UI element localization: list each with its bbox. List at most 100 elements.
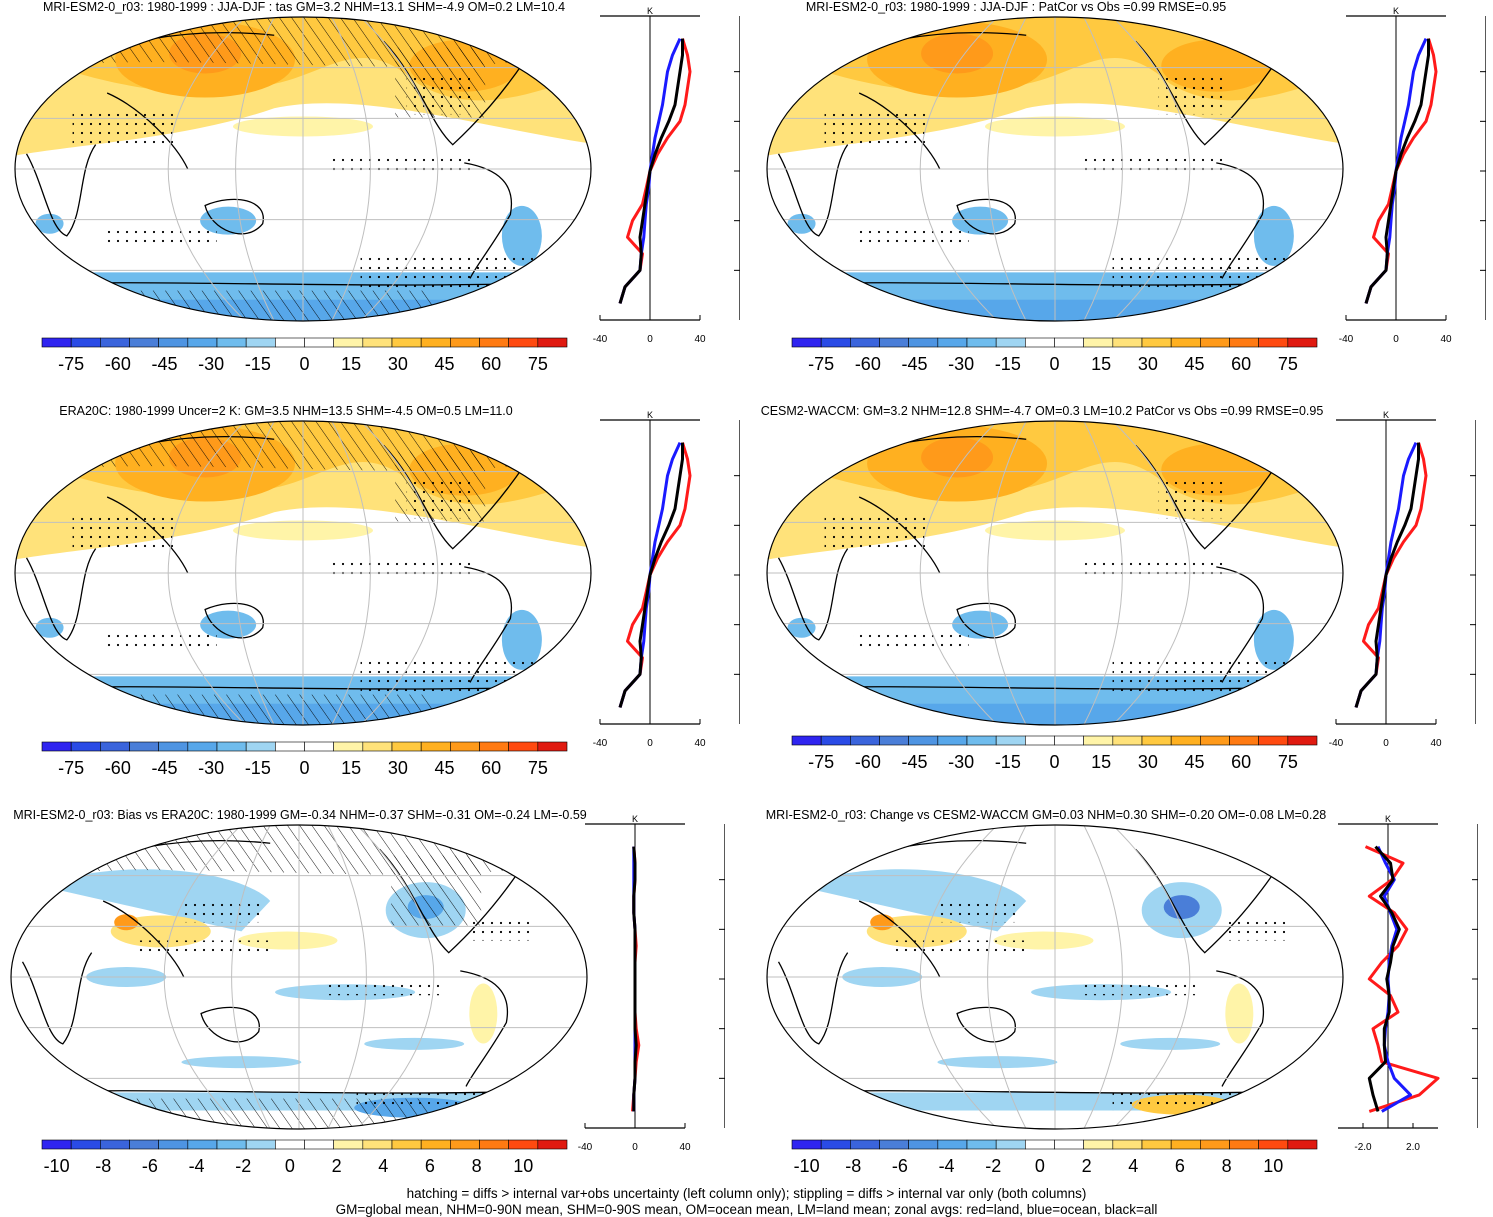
colorbar-swatch <box>508 337 539 348</box>
coastline <box>460 970 509 1087</box>
colorbar: -75 -60 -45 -30 -15 0 15 30 45 60 75 <box>41 337 568 374</box>
map-border <box>14 420 592 726</box>
colorbar-swatch <box>275 741 305 752</box>
colorbar-swatch <box>216 1139 247 1150</box>
hatching <box>395 47 486 118</box>
longitude-gridline <box>167 421 246 725</box>
map-border <box>766 420 1344 726</box>
x-tick-label: 40 <box>1430 738 1442 749</box>
colorbar-label: 6 <box>1175 1156 1185 1176</box>
cool-region <box>787 617 816 638</box>
footer-note-2: GM=global mean, NHM=0-90N mean, SHM=0-90… <box>335 1202 1158 1217</box>
colorbar-swatch <box>333 741 364 752</box>
colorbar-label: -75 <box>58 758 84 778</box>
colorbar-swatch <box>333 1139 364 1150</box>
colorbar-swatch <box>937 1139 968 1150</box>
colorbar-swatch <box>216 741 247 752</box>
coastline <box>21 952 93 1045</box>
colorbar-label: 60 <box>1231 354 1251 374</box>
stippling <box>183 897 265 923</box>
colorbar-swatch <box>1287 337 1318 348</box>
zonal-line-all <box>618 442 684 708</box>
warm-region <box>1225 983 1254 1044</box>
map-border <box>766 16 1344 322</box>
colorbar-label: 0 <box>299 354 309 374</box>
colorbar-swatch <box>537 1139 568 1150</box>
cool-region <box>1253 609 1294 670</box>
longitude-gridline <box>1112 421 1191 725</box>
longitude-gridline <box>919 421 998 725</box>
colorbar-swatch <box>1141 337 1172 348</box>
stippling <box>72 108 177 145</box>
colorbar-swatch <box>966 1139 997 1150</box>
colorbar-label: 0 <box>299 758 309 778</box>
colorbar-swatch <box>1229 1139 1259 1150</box>
colorbar-label: -30 <box>198 758 224 778</box>
colorbar-swatch <box>245 1139 276 1150</box>
coastline <box>777 144 849 237</box>
colorbar-swatch <box>450 741 480 752</box>
colorbar-swatch <box>1229 337 1259 348</box>
colorbar-swatch <box>420 1139 451 1150</box>
colorbar-swatch <box>908 337 939 348</box>
warm-region <box>469 983 498 1044</box>
colorbar-swatch <box>966 337 997 348</box>
hot-region <box>114 914 139 931</box>
colorbar-swatch <box>245 741 276 752</box>
longitude-gridline <box>231 825 271 1129</box>
longitude-gridline <box>1112 17 1191 321</box>
cool-region <box>200 610 257 639</box>
map-border <box>766 824 1344 1130</box>
coastline <box>25 144 97 237</box>
cool-region <box>1253 205 1294 266</box>
colorbar-swatch <box>1200 337 1230 348</box>
coastline <box>1135 40 1286 146</box>
cool-region <box>1120 1037 1221 1050</box>
x-tick-label: -40 <box>593 738 608 749</box>
cool-region <box>952 206 1009 235</box>
colorbar-swatch <box>1054 1139 1084 1150</box>
panel-4: CESM2-WACCM: GM=3.2 NHM=12.8 SHM=-4.7 OM… <box>746 404 1492 809</box>
zonal-line-all <box>632 846 638 1112</box>
colorbar: -10 -8 -6 -4 -2 0 2 4 6 8 10 <box>41 1139 568 1176</box>
colorbar-label: -60 <box>855 354 881 374</box>
panel-title: MRI-ESM2-0_r03: 1980-1999 : JJA-DJF : Pa… <box>805 0 1227 14</box>
colorbar-swatch <box>1083 1139 1114 1150</box>
stippling <box>137 940 271 953</box>
colorbar-swatch <box>187 1139 218 1150</box>
map-border <box>10 824 588 1130</box>
stippling <box>824 512 929 549</box>
colorbar-label: 60 <box>1231 752 1251 772</box>
panel-title: MRI-ESM2-0_r03: Bias vs ERA20C: 1980-199… <box>13 808 587 822</box>
cool-region <box>501 609 542 670</box>
colorbar-swatch <box>100 1139 130 1150</box>
colorbar-swatch <box>879 735 909 746</box>
coastline <box>200 1006 260 1043</box>
longitude-gridline <box>1112 825 1191 1129</box>
colorbar: -10 -8 -6 -4 -2 0 2 4 6 8 10 <box>791 1139 1318 1176</box>
colorbar-label: 4 <box>378 1156 388 1176</box>
hatching <box>395 451 486 522</box>
colorbar-swatch <box>158 1139 189 1150</box>
x-tick-label: 0 <box>647 334 653 345</box>
colorbar-swatch <box>995 735 1026 746</box>
colorbar-swatch <box>391 337 422 348</box>
cool-region <box>1163 895 1200 920</box>
zonal-line-all <box>1364 38 1430 304</box>
colorbar-label: 15 <box>1091 354 1111 374</box>
panel-title: MRI-ESM2-0_r03: Change vs CESM2-WACCM GM… <box>765 808 1327 822</box>
panel-2: MRI-ESM2-0_r03: 1980-1999 : JJA-DJF : Pa… <box>746 0 1492 405</box>
colorbar-swatch <box>479 337 509 348</box>
colorbar-label: 75 <box>528 354 548 374</box>
colorbar-swatch <box>1054 337 1084 348</box>
hot-region <box>921 437 994 478</box>
colorbar-label: -60 <box>855 752 881 772</box>
coastline <box>956 198 1016 235</box>
world-map <box>14 420 592 726</box>
x-tick-label: 40 <box>679 1142 691 1153</box>
stippling <box>1112 254 1315 291</box>
colorbar-swatch <box>791 1139 822 1150</box>
panel-title: ERA20C: 1980-1999 Uncer=2 K: GM=3.5 NHM=… <box>59 404 513 418</box>
